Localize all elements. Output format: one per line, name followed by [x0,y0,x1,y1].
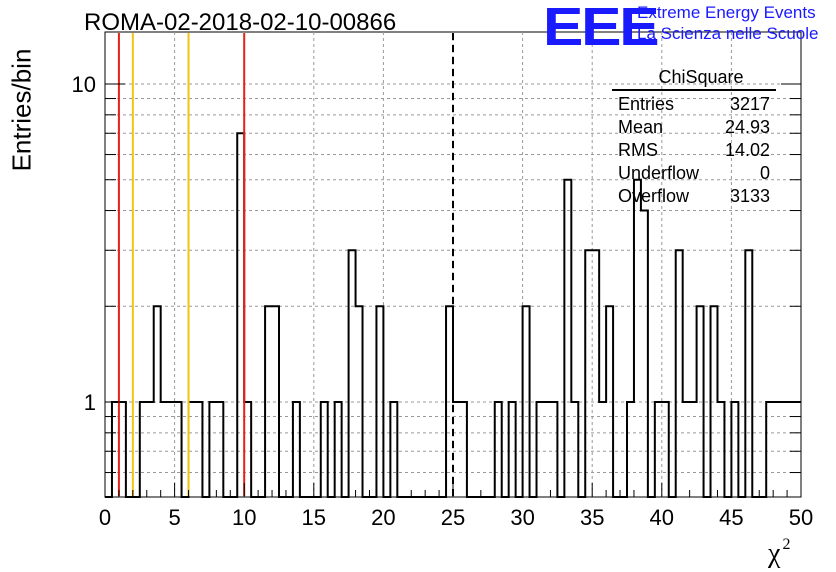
x-tick-label: 10 [232,505,256,530]
stats-row-overflow: Overflow 3133 [612,185,776,208]
x-tick-label: 45 [719,505,743,530]
histogram-bin [321,402,328,497]
histogram-bin [592,250,599,497]
histogram-bin [697,306,704,497]
histogram-bin [453,402,460,497]
x-tick-label: 40 [650,505,674,530]
histogram-bin [237,133,244,497]
histogram-bin [599,402,606,497]
histogram-bin [189,402,196,497]
histogram-outline [105,132,801,498]
histogram-bin [537,402,544,497]
histogram-bin [460,402,467,497]
x-tick-label: 30 [510,505,534,530]
x-tick-label: 20 [371,505,395,530]
histogram-bin [272,306,279,497]
histogram-bin [564,180,571,497]
tick-labels: 0 5 10 15 20 25 30 35 40 45 50 1 10 [72,72,814,530]
histogram-bin [585,250,592,497]
histogram-bin [175,402,182,497]
histogram-bin [356,306,363,497]
histogram-bin [745,250,752,497]
logo-line-2: La Scienza nelle Scuole [637,24,819,43]
histogram-bin [195,402,202,497]
histogram-bin [216,402,223,497]
stats-value: 14.02 [724,140,770,160]
x-tick-label: 15 [302,505,326,530]
stats-title: ChiSquare [658,67,744,87]
histogram-bin [523,306,530,497]
stats-value: 24.93 [724,117,770,137]
stats-label: Entries [618,94,675,114]
x-axis-label-superscript: 2 [782,536,791,553]
stats-value: 3217 [729,94,770,114]
histogram-bin [606,306,613,497]
stats-divider [612,89,776,91]
y-tick-label: 10 [72,72,96,97]
y-tick-label: 1 [84,390,96,415]
stats-label: Mean [618,117,664,137]
stats-row-mean: Mean 24.93 [612,116,776,139]
stats-label: Overflow [618,186,690,206]
logo-line-1: Extreme Energy Events [637,3,816,22]
histogram-bin [244,402,251,497]
histogram-bin [550,402,557,497]
x-tick-label: 25 [441,505,465,530]
histogram-bin [293,402,300,497]
reference-lines [117,33,454,496]
histogram-bin [634,180,641,497]
histogram-bin [265,306,272,497]
stats-box: ChiSquare Entries 3217 Mean 24.93 RMS 14… [612,66,776,208]
histogram-bin [161,402,168,497]
histogram-bin [509,402,516,497]
stats-label: Underflow [618,163,700,183]
histogram-bin [349,250,356,497]
histogram-bin [627,402,634,497]
histogram-bin [662,402,669,497]
axis-ticks [104,83,802,497]
histogram-bin [119,402,126,497]
histogram-bin [209,402,216,497]
stats-row-underflow: Underflow 0 [612,162,776,185]
histogram-bin [717,402,724,497]
histogram-bin [376,306,383,497]
histogram-bin [446,306,453,497]
histogram-bin [571,402,578,497]
histogram-bin [655,402,662,497]
stats-value: 0 [759,163,770,183]
page-title: ROMA-02-2018-02-10-00866 [84,9,397,36]
histogram-bin [168,402,175,497]
eee-logo: EEE [543,0,660,57]
y-axis-label: Entries/bin [6,48,37,172]
x-axis-label-text: χ [768,538,781,569]
stats-row-rms: RMS 14.02 [612,139,776,162]
histogram-bin [390,402,397,497]
histogram-bin [683,402,690,497]
histogram-bin [641,211,648,497]
histogram-bin [154,306,161,497]
stats-row-entries: Entries 3217 [612,93,776,116]
histogram [105,132,801,498]
x-tick-label: 35 [580,505,604,530]
x-tick-label: 0 [99,505,111,530]
histogram-bin [495,402,502,497]
histogram-bin [140,402,147,497]
histogram-bin [690,402,697,497]
stats-label: RMS [618,140,658,160]
logo-text: Extreme Energy Events La Scienza nelle S… [637,2,818,44]
histogram-bin [543,402,550,497]
histogram-bin [147,402,154,497]
histogram-bin [780,402,787,497]
histogram-bin [711,306,718,497]
histogram-bin [335,402,342,497]
x-tick-label: 50 [789,505,813,530]
x-tick-label: 5 [168,505,180,530]
histogram-bin [766,402,773,497]
histogram-bin [676,250,683,497]
histogram-bin [731,402,738,497]
histogram-bin [773,402,780,497]
stats-value: 3133 [729,186,770,206]
